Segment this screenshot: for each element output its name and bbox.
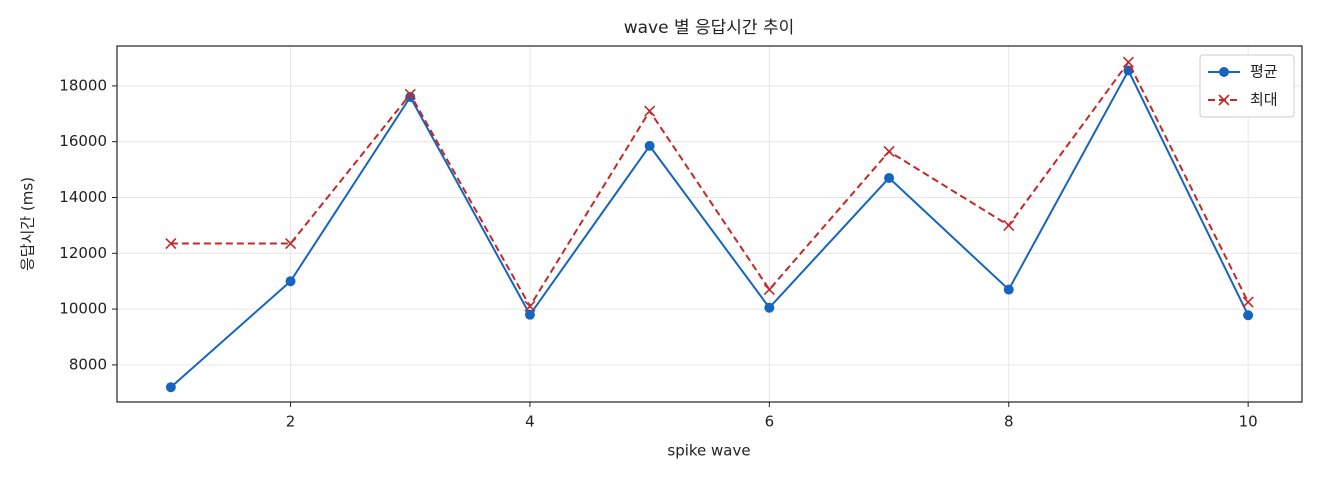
legend-box bbox=[1199, 54, 1295, 118]
x-marker bbox=[1003, 219, 1015, 231]
point bbox=[285, 276, 296, 287]
point bbox=[405, 92, 416, 103]
x-marker bbox=[883, 145, 895, 158]
x-marker bbox=[524, 300, 536, 312]
x-marker bbox=[1122, 56, 1135, 68]
plot-frame bbox=[116, 45, 1303, 403]
x-marker bbox=[165, 237, 177, 250]
point bbox=[524, 309, 535, 320]
x-tick-label: 6 bbox=[765, 413, 775, 431]
x-marker bbox=[284, 237, 297, 250]
point bbox=[1243, 310, 1254, 321]
y-tick-label: 16000 bbox=[59, 132, 107, 150]
x-tick-label: 10 bbox=[1239, 413, 1258, 431]
y-tick-label: 8000 bbox=[69, 355, 107, 373]
series-line bbox=[170, 60, 1250, 309]
y-tick-label: 10000 bbox=[59, 300, 107, 318]
point bbox=[644, 140, 655, 151]
y-axis-label: 응답시간 (ms) bbox=[19, 177, 37, 271]
x-axis-label: spike wave bbox=[667, 442, 750, 460]
y-tick-label: 12000 bbox=[59, 244, 107, 262]
legend-label: 최대 bbox=[1250, 91, 1278, 109]
y-tick-label: 18000 bbox=[59, 76, 107, 94]
point bbox=[1003, 284, 1014, 295]
x-tick-label: 2 bbox=[286, 413, 296, 431]
point bbox=[1219, 67, 1229, 77]
x-tick-label: 8 bbox=[1004, 413, 1014, 431]
legend-label: 평균 bbox=[1250, 63, 1278, 81]
x-marker bbox=[644, 105, 656, 117]
point bbox=[884, 172, 895, 183]
x-tick-label: 4 bbox=[525, 413, 535, 431]
x-marker bbox=[1242, 296, 1254, 308]
y-tick-label: 14000 bbox=[59, 188, 107, 206]
x-marker bbox=[1218, 94, 1230, 106]
x-marker bbox=[404, 88, 416, 100]
point bbox=[165, 382, 176, 393]
x-marker bbox=[763, 283, 775, 296]
point bbox=[764, 302, 775, 313]
series-line bbox=[170, 68, 1250, 388]
chart-title: wave 별 응답시간 추이 bbox=[624, 18, 795, 38]
